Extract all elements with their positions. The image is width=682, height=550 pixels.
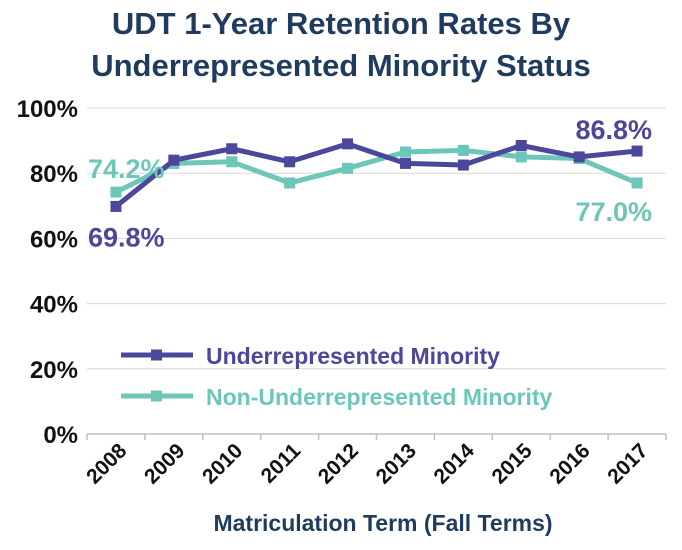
- data-point: [226, 143, 238, 155]
- legend-label: Non-Underrepresented Minority: [206, 384, 553, 410]
- data-point: [399, 157, 411, 169]
- x-tick-label: 2012: [314, 439, 363, 488]
- chart-title-line-2: Underrepresented Minority Status: [91, 48, 591, 83]
- legend-swatch-marker: [151, 349, 162, 361]
- x-tick-label: 2014: [430, 439, 480, 489]
- data-point: [457, 159, 469, 171]
- x-tick-label: 2017: [603, 439, 652, 488]
- data-point: [110, 200, 122, 212]
- series-line: [114, 141, 638, 209]
- data-label: 69.8%: [88, 222, 165, 252]
- data-point: [399, 146, 411, 158]
- data-point: [342, 162, 354, 174]
- y-tick-label: 20%: [30, 357, 78, 384]
- y-tick-label: 80%: [30, 161, 78, 188]
- data-point: [573, 151, 585, 163]
- y-axis-ticks: 0% 20% 40% 60% 80% 100%: [17, 96, 78, 449]
- data-point: [631, 177, 643, 189]
- y-tick-label: 100%: [17, 96, 78, 123]
- data-point: [110, 186, 122, 198]
- data-point: [515, 151, 527, 163]
- chart-title-line-1: UDT 1-Year Retention Rates By: [112, 6, 571, 41]
- data-point: [168, 154, 180, 166]
- data-point: [515, 139, 527, 151]
- data-point: [226, 156, 238, 168]
- x-tick-label: 2015: [487, 439, 537, 489]
- data-point: [284, 177, 296, 189]
- x-tick-label: 2008: [82, 439, 132, 489]
- data-point: [631, 145, 643, 157]
- data-point: [284, 156, 296, 168]
- x-tick-label: 2016: [545, 439, 594, 488]
- legend: Underrepresented Minority Non-Underrepres…: [121, 343, 553, 410]
- x-tick-label: 2010: [198, 439, 247, 488]
- legend-label: Underrepresented Minority: [206, 343, 500, 369]
- data-annotations: 74.2% 69.8% 86.8% 77.0%: [88, 115, 652, 252]
- data-label: 77.0%: [575, 197, 652, 227]
- x-tick-label: 2011: [257, 439, 306, 488]
- data-point: [342, 138, 354, 150]
- x-axis-ticks: 2008 2009 2010 2011 2012 2013 2014 2015 2016 2017: [82, 433, 667, 489]
- y-tick-label: 60%: [30, 226, 78, 253]
- data-label: 86.8%: [575, 115, 652, 145]
- x-tick-label: 2013: [372, 439, 421, 488]
- series-line: [114, 147, 639, 195]
- data-point: [457, 144, 469, 156]
- y-tick-label: 0%: [43, 422, 78, 449]
- y-tick-label: 40%: [30, 292, 78, 319]
- x-tick-label: 2009: [140, 439, 189, 488]
- x-axis-label: Matriculation Term (Fall Terms): [213, 510, 552, 536]
- legend-swatch-marker: [151, 390, 162, 402]
- series-lines: [110, 138, 643, 212]
- data-label: 74.2%: [88, 154, 165, 184]
